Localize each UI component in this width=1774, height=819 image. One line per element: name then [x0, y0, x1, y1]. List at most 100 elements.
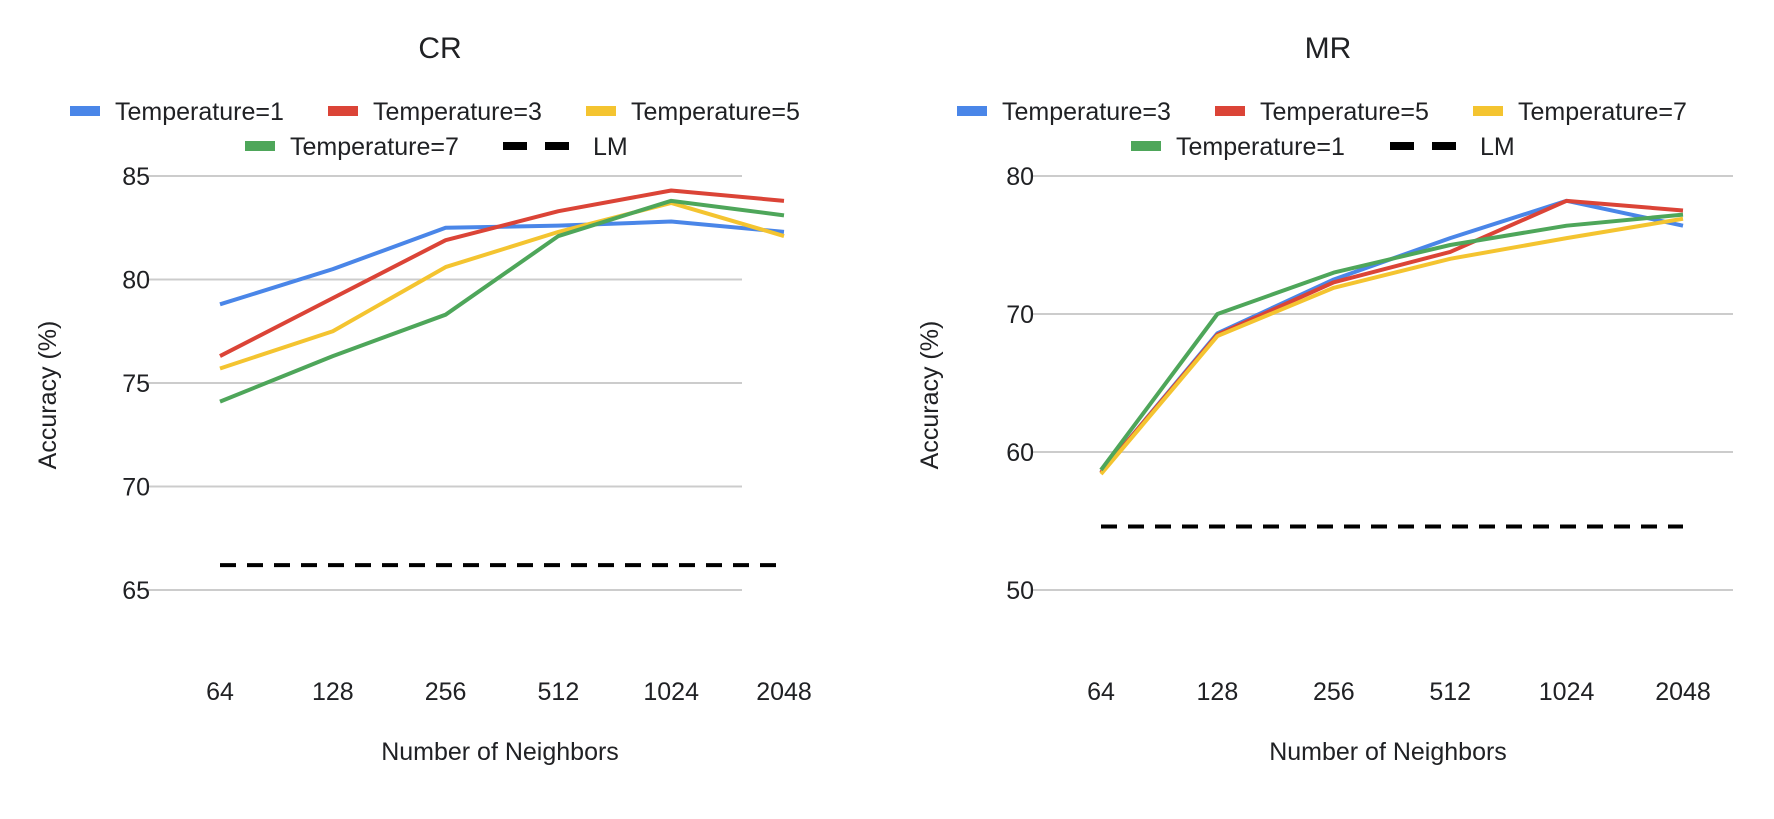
legend-item: Temperature=1 [70, 98, 284, 126]
x-tick-label: 128 [1197, 678, 1239, 706]
legend-swatch [586, 106, 616, 116]
y-tick-label: 85 [122, 163, 150, 191]
legend-label: Temperature=3 [1002, 98, 1171, 126]
series-line-temperature-3 [219, 188, 785, 358]
data-point [1565, 236, 1569, 240]
legend-label: LM [593, 133, 628, 161]
data-point [782, 213, 786, 217]
legend-label: LM [1480, 133, 1515, 161]
y-tick-label: 60 [1006, 439, 1034, 467]
data-point [331, 296, 335, 300]
data-point [1448, 236, 1452, 240]
data-point [444, 238, 448, 242]
legend-label: Temperature=7 [1518, 98, 1687, 126]
data-point [1099, 472, 1103, 476]
data-point [669, 199, 673, 203]
x-tick-label: 512 [538, 678, 580, 706]
legend-item: Temperature=1 [1131, 133, 1345, 161]
chart-title: MR [1305, 32, 1352, 65]
data-point [1681, 224, 1685, 228]
y-tick-label: 50 [1006, 577, 1034, 605]
data-point [1099, 468, 1103, 472]
legend-swatch [245, 141, 275, 151]
x-tick-label: 512 [1429, 678, 1471, 706]
y-axis-label: Accuracy (%) [34, 321, 62, 470]
data-point [1215, 312, 1219, 316]
legend-item: LM [1390, 133, 1515, 161]
data-point [218, 367, 222, 371]
chart-title: CR [418, 32, 461, 65]
x-tick-label: 256 [425, 678, 467, 706]
data-point [331, 267, 335, 271]
data-point [556, 224, 560, 228]
series-line-temperature-5 [1099, 198, 1684, 474]
data-point [218, 563, 222, 567]
data-point [1448, 257, 1452, 261]
y-tick-label: 80 [122, 267, 150, 295]
data-point [1332, 286, 1336, 290]
data-point [1448, 525, 1452, 529]
data-point [1681, 525, 1685, 529]
data-point [556, 234, 560, 238]
series-line-temperature-7 [219, 198, 785, 404]
x-tick-label: 2048 [756, 678, 812, 706]
x-axis-label: Number of Neighbors [381, 738, 619, 766]
data-point [669, 188, 673, 192]
data-point [1099, 525, 1103, 529]
legend-label: Temperature=5 [1260, 98, 1429, 126]
data-point [1448, 250, 1452, 254]
data-point [1681, 213, 1685, 217]
data-point [782, 234, 786, 238]
legend-item: LM [503, 133, 628, 161]
legend-label: Temperature=7 [290, 133, 459, 161]
x-tick-label: 2048 [1655, 678, 1711, 706]
data-point [556, 563, 560, 567]
x-axis-label: Number of Neighbors [1269, 738, 1507, 766]
series-line-temperature-5 [219, 200, 785, 371]
legend-item: Temperature=7 [1473, 98, 1687, 126]
data-point [1681, 217, 1685, 221]
data-point [669, 220, 673, 224]
data-point [444, 313, 448, 317]
data-point [1565, 525, 1569, 529]
legend-item: Temperature=3 [328, 98, 542, 126]
data-point [444, 265, 448, 269]
data-point [1681, 209, 1685, 213]
chart-panel-1: MR 50 60 70 80 64 128 256 512 1024 2048 Number of N… [916, 32, 1733, 766]
data-point [1332, 525, 1336, 529]
data-point [218, 302, 222, 306]
data-point [782, 563, 786, 567]
data-point [218, 354, 222, 358]
data-point [1215, 525, 1219, 529]
legend-swatch [1215, 106, 1245, 116]
legend-item: Temperature=5 [1215, 98, 1429, 126]
legend-item: Temperature=5 [586, 98, 800, 126]
data-point [782, 199, 786, 203]
legend-label: Temperature=3 [373, 98, 542, 126]
series-line-temperature-7 [1099, 216, 1684, 476]
data-point [1332, 280, 1336, 284]
data-point [669, 563, 673, 567]
data-point [444, 563, 448, 567]
legend-label: Temperature=5 [631, 98, 800, 126]
series-line-temperature-1 [219, 219, 785, 307]
data-point [331, 329, 335, 333]
legend-swatch [1473, 106, 1503, 116]
data-point [444, 226, 448, 230]
x-tick-label: 1024 [643, 678, 699, 706]
data-point [556, 230, 560, 234]
series-line-temperature-3 [1099, 198, 1684, 474]
series-line-temperature-1 [1099, 212, 1684, 472]
chart-panel-0: CR 65 70 75 80 85 64 128 256 512 1024 2048 Number of… [34, 32, 812, 766]
legend-swatch [1131, 141, 1161, 151]
x-tick-label: 128 [312, 678, 354, 706]
legend-item: Temperature=7 [245, 133, 459, 161]
y-tick-label: 65 [122, 577, 150, 605]
legend-label: Temperature=1 [1176, 133, 1345, 161]
x-tick-label: 64 [206, 678, 234, 706]
legend-item: Temperature=3 [957, 98, 1171, 126]
data-point [1215, 334, 1219, 338]
x-tick-label: 256 [1313, 678, 1355, 706]
